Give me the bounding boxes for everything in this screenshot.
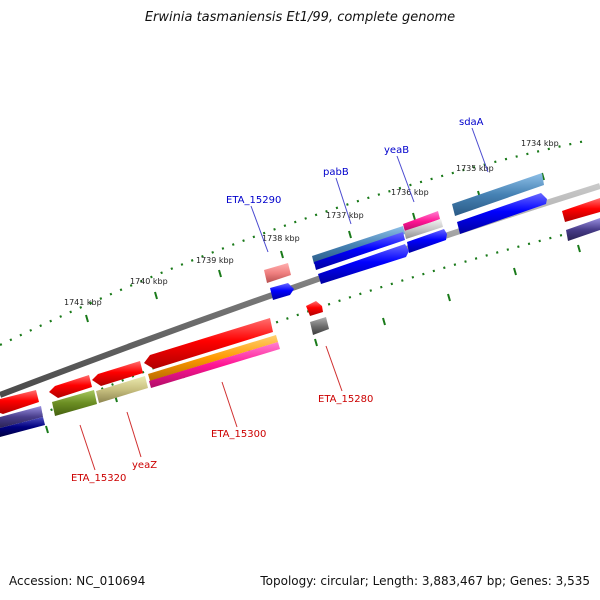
tick-label: 1738 kbp bbox=[262, 234, 300, 243]
label-leaders bbox=[250, 127, 489, 253]
gene-pabB-cds-long[interactable] bbox=[318, 244, 409, 284]
genome-backbone bbox=[0, 183, 600, 398]
gene-eta15280-feature[interactable] bbox=[310, 317, 329, 335]
gene-pabB-feature[interactable] bbox=[312, 226, 405, 264]
gene-yeaZ-feature[interactable] bbox=[96, 376, 148, 403]
gene-left-edge-navy[interactable] bbox=[0, 417, 45, 437]
gene-label-yeaB[interactable]: yeaB bbox=[384, 145, 409, 156]
gene-label-eta15320[interactable]: ETA_15320 bbox=[71, 473, 126, 484]
gene-eta15300-feature[interactable] bbox=[148, 335, 278, 381]
topology-text: Topology: circular; Length: 3,883,467 bp… bbox=[260, 574, 590, 588]
tick-label: 1740 kbp bbox=[130, 277, 168, 286]
gene-pabB-cds[interactable] bbox=[314, 232, 405, 270]
tick-label: 1737 kbp bbox=[326, 211, 364, 220]
gene-eta15300-feature2[interactable] bbox=[149, 342, 280, 388]
inner-tick-ring bbox=[0, 226, 591, 434]
gene-cds-small-blue[interactable] bbox=[407, 229, 447, 253]
gene-eta15320-feature[interactable] bbox=[52, 390, 97, 416]
label-leaders-reverse bbox=[79, 345, 343, 471]
gene-eta15320-cds[interactable] bbox=[49, 375, 92, 398]
gene-eta15280-cds[interactable] bbox=[306, 301, 323, 316]
tick-label: 1741 kbp bbox=[64, 298, 102, 307]
reverse-strand-genes bbox=[0, 301, 329, 437]
gene-yeaZ-cds[interactable] bbox=[92, 361, 143, 386]
gene-sdaA-feature[interactable] bbox=[452, 173, 544, 216]
tick-label: 1735 kbp bbox=[456, 164, 494, 173]
gene-label-eta15300[interactable]: ETA_15300 bbox=[211, 429, 266, 440]
forward-strand-genes bbox=[264, 173, 600, 300]
gene-yeaB-feature[interactable] bbox=[403, 211, 440, 232]
tick-label: 1734 kbp bbox=[521, 139, 559, 148]
gene-label-eta15280[interactable]: ETA_15280 bbox=[318, 394, 373, 405]
gene-right-edge-slate[interactable] bbox=[566, 218, 600, 241]
gene-label-pabB[interactable]: pabB bbox=[323, 167, 349, 178]
gene-yeaB-cds[interactable] bbox=[404, 219, 443, 239]
tick-label: 1739 kbp bbox=[196, 256, 234, 265]
gene-eta15290-feature[interactable] bbox=[264, 263, 291, 283]
tick-label: 1736 kbp bbox=[391, 188, 429, 197]
accession-text: Accession: NC_010694 bbox=[9, 574, 146, 588]
gene-label-eta15290[interactable]: ETA_15290 bbox=[226, 195, 281, 206]
gene-sdaA-cds[interactable] bbox=[457, 193, 547, 234]
gene-eta15300-cds[interactable] bbox=[144, 318, 273, 369]
genome-title: Erwinia tasmaniensis Et1/99, complete ge… bbox=[144, 10, 456, 25]
gene-label-yeaZ[interactable]: yeaZ bbox=[132, 460, 157, 471]
gene-label-sdaA[interactable]: sdaA bbox=[459, 117, 484, 128]
gene-eta15290-cds[interactable] bbox=[270, 283, 294, 300]
gene-left-edge-slate[interactable] bbox=[0, 406, 43, 428]
gene-left-edge-red[interactable] bbox=[0, 390, 39, 414]
gene-right-edge-red[interactable] bbox=[562, 198, 600, 222]
